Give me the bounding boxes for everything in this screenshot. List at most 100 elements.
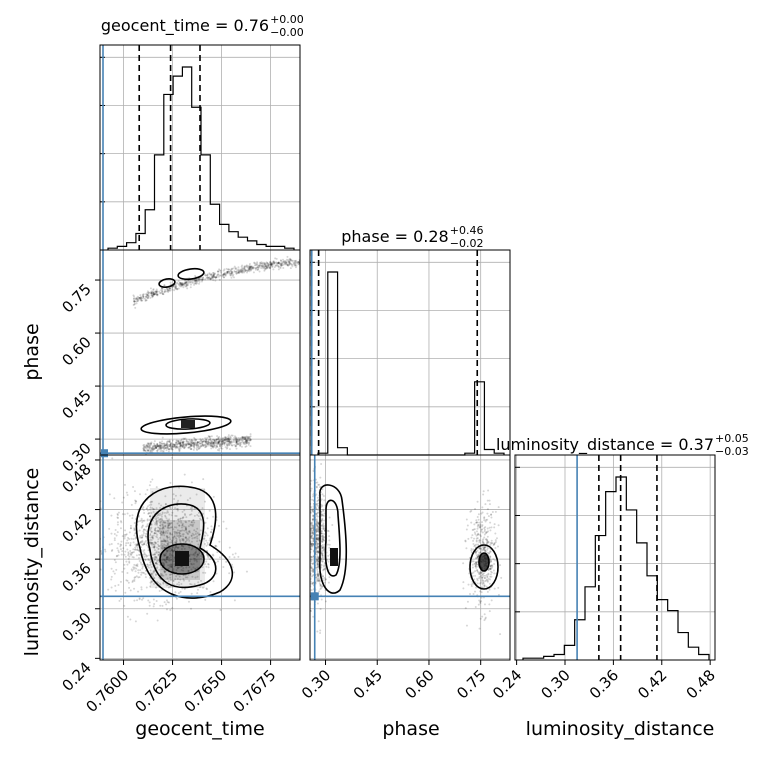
scatter-point — [210, 274, 213, 277]
scatter-point — [150, 541, 153, 544]
scatter-point — [163, 445, 166, 448]
scatter-point — [166, 601, 169, 604]
scatter-point — [153, 546, 156, 549]
scatter-point — [213, 441, 216, 444]
scatter-point — [284, 260, 287, 263]
scatter-point — [235, 447, 238, 450]
scatter-point — [156, 519, 159, 522]
scatter-point — [116, 513, 119, 516]
scatter-point — [488, 526, 491, 529]
scatter-point — [165, 444, 168, 447]
scatter-point — [476, 500, 479, 503]
scatter-point — [291, 265, 294, 268]
scatter-point — [150, 526, 153, 529]
scatter-point — [156, 294, 159, 297]
scatter-point — [227, 268, 230, 271]
scatter-point — [193, 445, 196, 448]
scatter-point — [197, 282, 200, 285]
scatter-point — [167, 288, 170, 291]
scatter-point — [318, 578, 321, 581]
scatter-point — [119, 520, 122, 523]
scatter-point — [217, 441, 220, 444]
scatter-point — [476, 555, 479, 558]
scatter-point — [153, 529, 156, 532]
scatter-point — [327, 530, 330, 533]
scatter-point — [175, 546, 178, 549]
scatter-point — [181, 510, 184, 513]
scatter-point — [316, 558, 319, 561]
scatter-point — [120, 540, 123, 543]
scatter-point — [317, 530, 320, 533]
scatter-point — [311, 570, 314, 573]
scatter-point — [157, 445, 160, 448]
scatter-point — [156, 291, 159, 294]
scatter-point — [155, 557, 158, 560]
scatter-point — [206, 274, 209, 277]
scatter-point — [162, 532, 165, 535]
scatter-point — [160, 449, 163, 452]
scatter-point — [476, 579, 479, 582]
scatter-point — [254, 268, 257, 271]
scatter-point — [212, 446, 215, 449]
scatter-point — [163, 521, 166, 524]
scatter-point — [481, 579, 484, 582]
scatter-point — [149, 442, 152, 445]
scatter-point — [152, 447, 155, 450]
scatter-point — [155, 522, 158, 525]
scatter-point — [203, 440, 206, 443]
scatter-point — [319, 588, 322, 591]
scatter-point — [315, 546, 318, 549]
scatter-point — [152, 291, 155, 294]
scatter-point — [489, 541, 492, 544]
scatter-point — [167, 440, 170, 443]
scatter-point — [247, 436, 250, 439]
scatter-point — [228, 556, 231, 559]
scatter-point — [218, 268, 221, 271]
scatter-point — [134, 499, 137, 502]
scatter-point — [161, 292, 164, 295]
scatter-point — [489, 555, 492, 558]
scatter-point — [150, 580, 153, 583]
scatter-point — [174, 578, 177, 581]
scatter-point — [215, 438, 218, 441]
scatter-point — [321, 525, 324, 528]
scatter-point — [223, 442, 226, 445]
scatter-point — [237, 271, 240, 274]
scatter-point — [486, 499, 489, 502]
scatter-point — [155, 550, 158, 553]
scatter-point — [320, 519, 323, 522]
scatter-point — [166, 289, 169, 292]
scatter-point — [148, 508, 151, 511]
scatter-point — [484, 616, 487, 619]
scatter-point — [189, 560, 192, 563]
scatter-point — [320, 521, 323, 524]
scatter-point — [167, 525, 170, 528]
scatter-point — [188, 446, 191, 449]
scatter-point — [271, 262, 274, 265]
scatter-point — [275, 262, 278, 265]
scatter-point — [211, 276, 214, 279]
scatter-point — [474, 606, 477, 609]
scatter-point — [113, 533, 116, 536]
scatter-point — [204, 521, 207, 524]
scatter-point — [173, 445, 176, 448]
scatter-point — [147, 559, 150, 562]
scatter-point — [148, 446, 151, 449]
scatter-point — [120, 553, 123, 556]
scatter-point — [295, 259, 298, 262]
scatter-point — [136, 297, 139, 300]
scatter-point — [272, 268, 275, 271]
scatter-point — [246, 266, 249, 269]
scatter-point — [475, 561, 478, 564]
scatter-point — [219, 439, 222, 442]
scatter-point — [201, 566, 204, 569]
scatter-point — [475, 530, 478, 533]
scatter-point — [240, 269, 243, 272]
scatter-point — [168, 565, 171, 568]
scatter-point — [165, 599, 168, 602]
scatter-point — [306, 549, 308, 551]
scatter-point — [162, 563, 165, 566]
scatter-point — [264, 263, 267, 266]
scatter-point — [179, 444, 182, 447]
scatter-point — [147, 446, 150, 449]
